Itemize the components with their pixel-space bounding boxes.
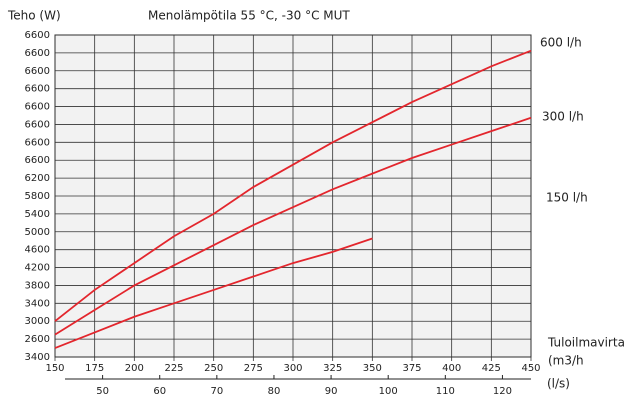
series-line bbox=[54, 49, 532, 322]
y-tick-label: 4600 bbox=[25, 245, 50, 256]
y-tick-label: 5000 bbox=[25, 227, 50, 238]
x-tick-label: 225 bbox=[164, 363, 183, 374]
series-line bbox=[54, 237, 373, 349]
x2-tick-label: 70 bbox=[210, 386, 223, 397]
y-tick-label: 6600 bbox=[25, 66, 50, 77]
chart-title: Menolämpötila 55 °C, -30 °C MUT bbox=[148, 9, 350, 23]
x2-tick-label: 100 bbox=[379, 386, 398, 397]
x2-tick-label: 50 bbox=[96, 386, 109, 397]
y-tick-label: 6600 bbox=[25, 137, 50, 148]
series-label: 150 l/h bbox=[546, 191, 588, 205]
x-tick-label: 275 bbox=[244, 363, 263, 374]
x-tick-label: 375 bbox=[402, 363, 421, 374]
x-axis-label: Tuloilmavirta bbox=[547, 336, 625, 350]
series-line bbox=[54, 116, 532, 336]
x-tick-label: 450 bbox=[521, 363, 540, 374]
y-tick-label: 3400 bbox=[25, 352, 50, 363]
y-tick-label: 3000 bbox=[25, 316, 50, 327]
series-label: 600 l/h bbox=[540, 36, 582, 50]
y-tick-label: 6200 bbox=[25, 173, 50, 184]
x-axis-label: (m3/h bbox=[548, 354, 584, 368]
y-tick-label: 6600 bbox=[25, 155, 50, 166]
x-tick-label: 250 bbox=[204, 363, 223, 374]
y-tick-label: 4200 bbox=[25, 263, 50, 274]
x-tick-label: 150 bbox=[45, 363, 64, 374]
y-axis-label: Teho (W) bbox=[7, 9, 61, 23]
x-tick-label: 350 bbox=[363, 363, 382, 374]
x-tick-label: 200 bbox=[125, 363, 144, 374]
x2-tick-label: 60 bbox=[153, 386, 166, 397]
x-tick-label: 300 bbox=[283, 363, 302, 374]
y-tick-label: 6600 bbox=[25, 48, 50, 59]
x-tick-label: 400 bbox=[442, 363, 461, 374]
x2-tick-label: 80 bbox=[268, 386, 281, 397]
x2-tick-label: 120 bbox=[493, 386, 512, 397]
series-label: 300 l/h bbox=[542, 110, 584, 124]
x-tick-label: 325 bbox=[323, 363, 342, 374]
x2-axis-label: (l/s) bbox=[547, 377, 570, 391]
y-tick-label: 6600 bbox=[25, 84, 50, 95]
y-tick-label: 5400 bbox=[25, 209, 50, 220]
y-tick-label: 5800 bbox=[25, 191, 50, 202]
y-tick-label: 2600 bbox=[25, 334, 50, 345]
y-tick-label: 6600 bbox=[25, 102, 50, 113]
y-tick-label: 3800 bbox=[25, 280, 50, 291]
y-tick-label: 3400 bbox=[25, 298, 50, 309]
y-tick-label: 6600 bbox=[25, 119, 50, 130]
x-tick-label: 425 bbox=[482, 363, 501, 374]
x2-tick-label: 90 bbox=[325, 386, 338, 397]
y-tick-label: 6600 bbox=[25, 30, 50, 41]
x2-tick-label: 110 bbox=[436, 386, 455, 397]
x-tick-label: 175 bbox=[85, 363, 104, 374]
